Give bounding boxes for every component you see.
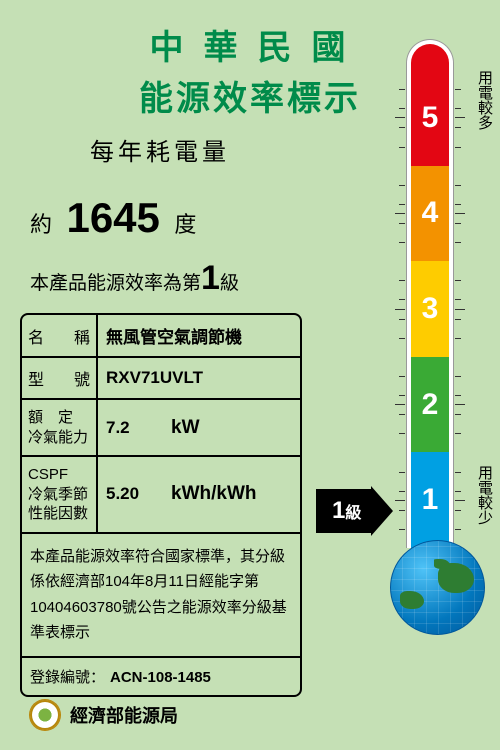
info-row: 型號RXV71UVLT [22,358,300,400]
footer: 經濟部能源局 [30,700,178,730]
label-less-power: 用電較少 [474,465,495,525]
info-row: CSPF冷氣季節性能因數5.20kWh/kWh [22,457,300,534]
grade-suffix: 級 [220,273,239,294]
info-value: RXV71UVLT [98,358,300,398]
globe-icon [390,540,485,635]
info-label: CSPF冷氣季節性能因數 [22,457,98,532]
registration-row: 登錄編號： ACN-108-1485 [22,658,300,695]
thermometer-segment-5: 5 [411,70,449,166]
thermometer-segment-3: 3 [411,261,449,357]
thermometer-segment-4: 4 [411,166,449,262]
info-value: 無風管空氣調節機 [98,315,300,356]
thermometer-bulb-top [407,40,453,70]
approx-label: 約 [30,207,52,239]
standard-text: 本產品能源效率符合國家標準，其分級係依經濟部104年8月11日經能字第10404… [22,534,300,658]
info-row: 名稱無風管空氣調節機 [22,315,300,358]
thermometer-segment-1: 1 [411,452,449,548]
reg-label: 登錄編號： [30,669,105,686]
thermometer-tube: 12345 [407,70,453,548]
product-info-box: 名稱無風管空氣調節機型號RXV71UVLT額 定冷氣能力7.2kWCSPF冷氣季… [20,313,302,697]
agency-seal-icon [30,700,60,730]
thermometer-segment-2: 2 [411,357,449,453]
grade-prefix: 本產品能源效率為第 [30,273,201,294]
consumption-unit: 度 [174,207,196,239]
info-row: 額 定冷氣能力7.2kW [22,400,300,457]
info-label: 額 定冷氣能力 [22,400,98,455]
info-label: 名稱 [22,315,98,356]
arrow-grade-suffix: 級 [345,505,361,522]
agency-name: 經濟部能源局 [70,702,178,728]
arrow-grade-label: 1級 [316,489,371,533]
reg-number: ACN-108-1485 [110,669,211,686]
label-more-power: 用電較多 [474,70,495,130]
info-value: 7.2kW [98,400,300,455]
info-value: 5.20kWh/kWh [98,457,300,532]
grade-arrow: 1級 [316,486,393,536]
info-label: 型號 [22,358,98,398]
arrow-grade-number: 1 [332,497,345,524]
arrow-tip-icon [371,486,393,536]
consumption-value: 1645 [66,197,159,239]
efficiency-thermometer: 用電較多 用電較少 12345 1級 [390,40,470,630]
grade-number: 1 [201,259,220,297]
